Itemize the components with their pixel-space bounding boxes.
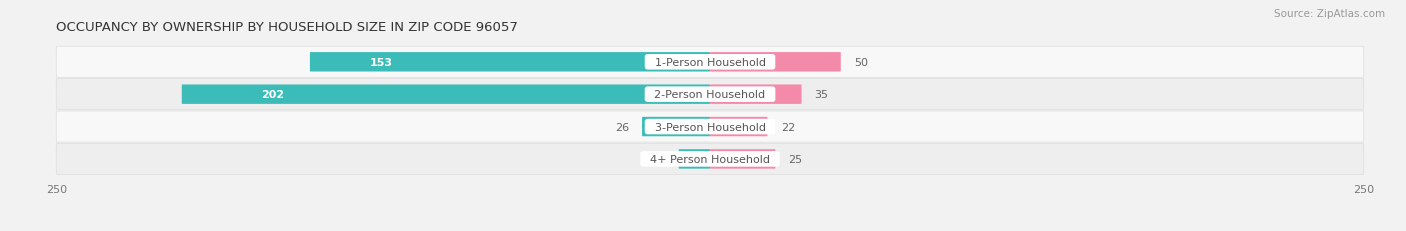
FancyBboxPatch shape xyxy=(710,149,776,169)
Text: 26: 26 xyxy=(614,122,628,132)
FancyBboxPatch shape xyxy=(710,117,768,137)
Text: 3-Person Household: 3-Person Household xyxy=(648,122,772,132)
FancyBboxPatch shape xyxy=(56,112,1364,143)
FancyBboxPatch shape xyxy=(710,85,801,104)
FancyBboxPatch shape xyxy=(56,47,1364,78)
Text: 22: 22 xyxy=(780,122,794,132)
Text: Source: ZipAtlas.com: Source: ZipAtlas.com xyxy=(1274,9,1385,19)
FancyBboxPatch shape xyxy=(309,53,710,72)
Text: OCCUPANCY BY OWNERSHIP BY HOUSEHOLD SIZE IN ZIP CODE 96057: OCCUPANCY BY OWNERSHIP BY HOUSEHOLD SIZE… xyxy=(56,21,519,33)
Legend: Owner-occupied, Renter-occupied: Owner-occupied, Renter-occupied xyxy=(593,228,827,231)
Text: 1-Person Household: 1-Person Household xyxy=(648,58,772,67)
FancyBboxPatch shape xyxy=(56,79,1364,110)
Text: 2-Person Household: 2-Person Household xyxy=(648,90,772,100)
Text: 202: 202 xyxy=(262,90,284,100)
FancyBboxPatch shape xyxy=(643,117,710,137)
FancyBboxPatch shape xyxy=(679,149,710,169)
Text: 50: 50 xyxy=(853,58,868,67)
Text: 35: 35 xyxy=(814,90,828,100)
FancyBboxPatch shape xyxy=(710,53,841,72)
Text: 4+ Person Household: 4+ Person Household xyxy=(643,154,778,164)
FancyBboxPatch shape xyxy=(56,144,1364,175)
Text: 153: 153 xyxy=(370,58,392,67)
FancyBboxPatch shape xyxy=(181,85,710,104)
Text: 12: 12 xyxy=(651,154,665,164)
Text: 25: 25 xyxy=(789,154,803,164)
